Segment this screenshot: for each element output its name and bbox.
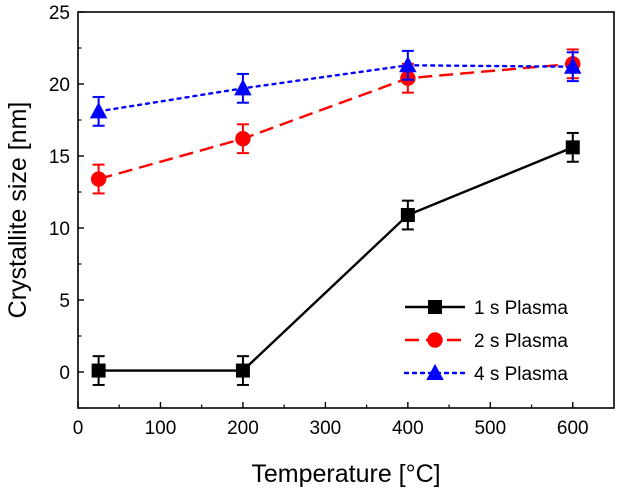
legend-item: 4 s Plasma: [403, 363, 568, 385]
series-line: [97, 64, 574, 113]
x-tick-label: 200: [227, 418, 259, 439]
y-tick-label: 10: [49, 219, 70, 240]
y-tick-label: 5: [59, 291, 70, 312]
legend-label: 4 s Plasma: [474, 364, 568, 385]
data-point: [400, 208, 415, 223]
legend-marker: [427, 332, 443, 348]
legend-label: 1 s Plasma: [474, 298, 568, 319]
legend: 1 s Plasma 2 s Plasma 4 s Plasma: [403, 298, 568, 385]
series-2: [90, 48, 581, 195]
data-point: [235, 131, 251, 147]
data-point: [91, 363, 106, 378]
legend-marker: [426, 363, 444, 380]
series-layer: [89, 48, 582, 386]
series-3: [89, 49, 582, 127]
legend-marker: [428, 300, 442, 314]
data-point: [564, 57, 582, 74]
x-tick-label: 100: [145, 418, 177, 439]
y-tick-label: 25: [49, 3, 70, 24]
series-line: [98, 62, 573, 181]
series-1: [91, 131, 580, 386]
y-axis: 0 5 10 15 20 25: [49, 3, 84, 409]
y-tick-label: 0: [59, 363, 70, 384]
data-point: [235, 363, 250, 378]
x-axis-title: Temperature [°C]: [251, 460, 440, 488]
x-tick-label: 0: [73, 418, 84, 439]
x-tick-label: 400: [392, 418, 424, 439]
data-point: [399, 56, 417, 73]
data-point: [565, 140, 580, 155]
x-tick-label: 500: [474, 418, 506, 439]
y-axis-title: Crystallite size [nm]: [4, 102, 32, 319]
legend-item: 2 s Plasma: [405, 331, 568, 352]
y-tick-label: 20: [49, 75, 70, 96]
series-line: [98, 146, 574, 372]
x-tick-label: 300: [310, 418, 342, 439]
data-point: [89, 102, 108, 119]
data-point: [234, 79, 252, 96]
plot-frame: [77, 11, 615, 409]
y-tick-label: 15: [49, 147, 70, 168]
legend-item: 1 s Plasma: [405, 298, 568, 319]
x-axis: 0 100 200 300 400 500 600: [73, 402, 589, 439]
legend-label: 2 s Plasma: [474, 331, 568, 352]
x-tick-label: 600: [557, 418, 589, 439]
data-point: [90, 171, 107, 187]
